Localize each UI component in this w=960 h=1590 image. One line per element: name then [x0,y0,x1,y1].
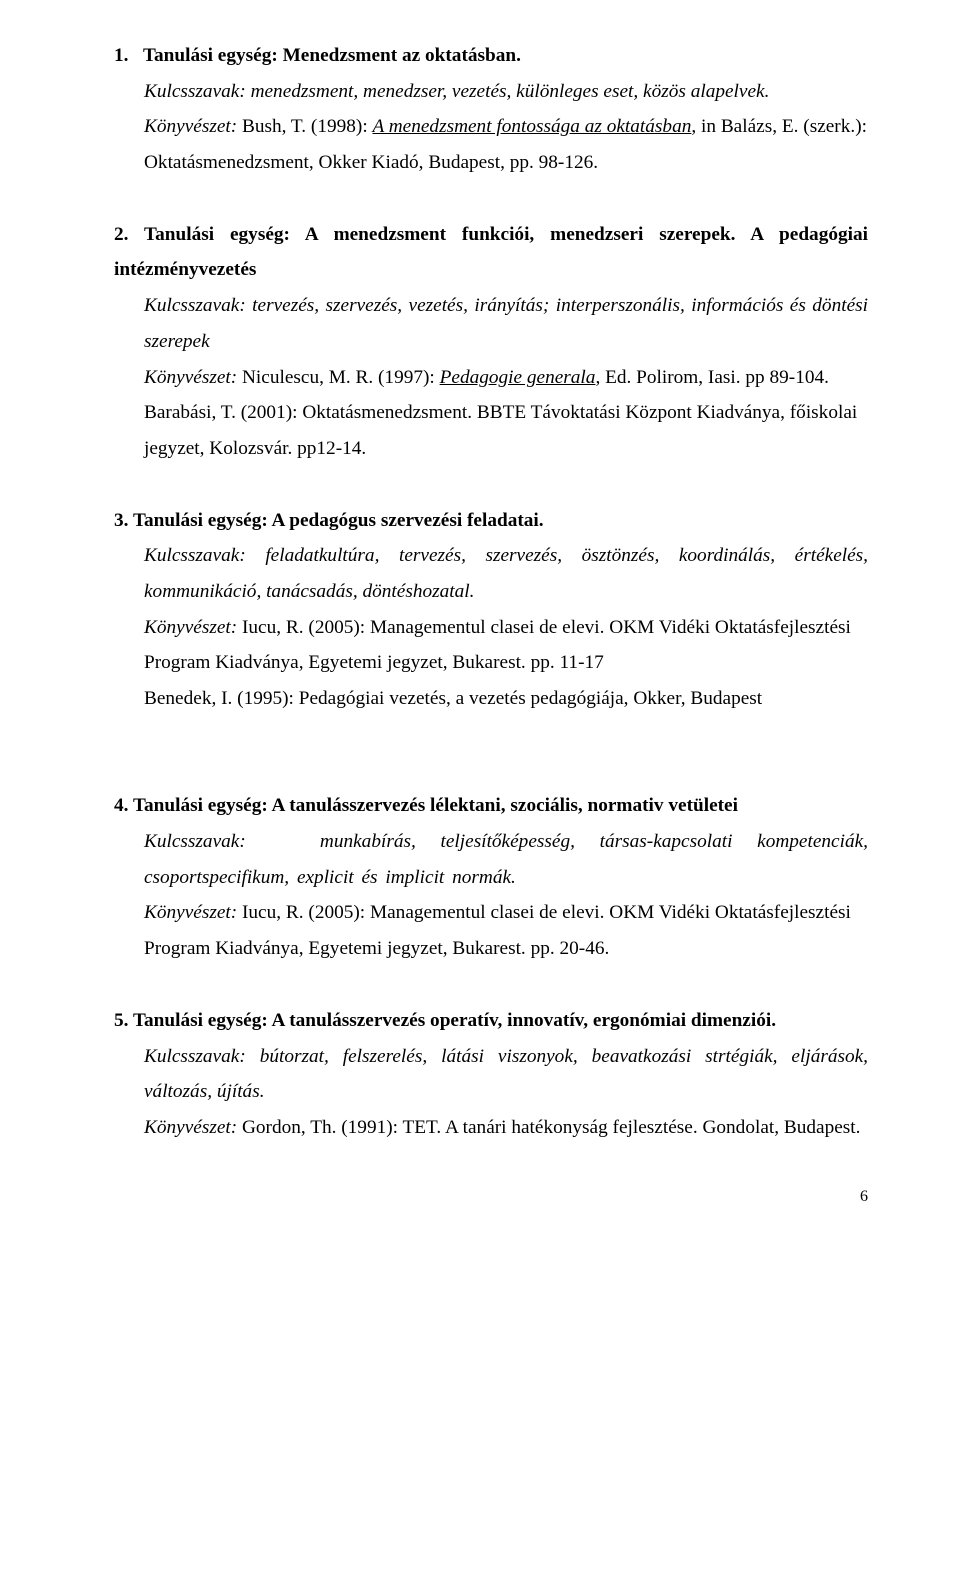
biblio-part1: Niculescu, M. R. (1997): [237,367,439,388]
unit-1-heading: 1. Tanulási egység: Menedzsment az oktat… [114,38,868,74]
unit-prefix: Tanulási egység: [143,45,278,66]
keywords-label: Kulcsszavak: [144,295,246,316]
unit-4-keywords: Kulcsszavak: munkabírás, teljesítőképess… [144,824,868,895]
biblio-combo: Iucu, R. (2005): Managementul clasei de … [144,902,851,959]
unit-3-keywords: Kulcsszavak: feladatkultúra, tervezés, s… [144,538,868,609]
biblio-label: Könyvészet: [144,116,237,137]
keywords-text: feladatkultúra, tervezés, szervezés, ösz… [144,545,868,602]
biblio-part1: Bush, T. (1998): [237,116,372,137]
unit-number: 2. [114,224,128,245]
unit-4-heading: 4. Tanulási egység: A tanulásszervezés l… [114,788,868,824]
keywords-label: Kulcsszavak: [144,81,246,102]
unit-5: 5. Tanulási egység: A tanulásszervezés o… [114,1003,868,1146]
keywords-text: menedzsment, menedzser, vezetés, különle… [246,81,770,102]
keywords-label: Kulcsszavak: [144,1046,246,1067]
biblio-part2: , Ed. Polirom, Iasi. pp 89-104. [595,367,829,388]
document-page: 1. Tanulási egység: Menedzsment az oktat… [0,0,960,1241]
unit-2: 2. Tanulási egység: A menedzsment funkci… [114,217,868,467]
unit-title: A tanulásszervezés operatív, innovatív, … [272,1010,777,1031]
keywords-label: Kulcsszavak: [144,831,246,852]
biblio-linked: A menedzsment fontossága az oktatásban [373,116,692,137]
unit-title: Menedzsment az oktatásban. [283,45,521,66]
unit-prefix: Tanulási egység: [133,1010,268,1031]
unit-4: 4. Tanulási egység: A tanulásszervezés l… [114,788,868,966]
unit-number: 3. [114,510,128,531]
page-number: 6 [114,1182,868,1212]
unit-prefix: Tanulási egység: [133,795,268,816]
biblio-wide: Gordon, Th. (1991): TET. A tanári hatéko… [237,1117,860,1138]
biblio-linked: Pedagogie generala [440,367,596,388]
unit-prefix: Tanulási egység: [133,510,268,531]
unit-title: A pedagógus szervezési feladatai. [272,510,544,531]
unit-5-keywords: Kulcsszavak: bútorzat, felszerelés, látá… [144,1039,868,1110]
biblio-combo: Iucu, R. (2005): Managementul clasei de … [144,617,851,674]
unit-3-biblio: Könyvészet: Iucu, R. (2005): Managementu… [144,610,868,681]
unit-2-keywords: Kulcsszavak: tervezés, szervezés, vezeté… [144,288,868,359]
biblio-label: Könyvészet: [144,617,237,638]
unit-3-extra: Benedek, I. (1995): Pedagógiai vezetés, … [144,681,868,717]
unit-5-heading: 5. Tanulási egység: A tanulásszervezés o… [114,1003,868,1039]
unit-3-heading: 3. Tanulási egység: A pedagógus szervezé… [114,503,868,539]
unit-2-heading: 2. Tanulási egység: A menedzsment funkci… [114,217,868,288]
keywords-text: tervezés, szervezés, vezetés, irányítás;… [144,295,868,352]
unit-2-biblio: Könyvészet: Niculescu, M. R. (1997): Ped… [144,360,868,396]
biblio-label: Könyvészet: [114,367,237,388]
unit-4-biblio: Könyvészet: Iucu, R. (2005): Managementu… [144,895,868,966]
keywords-label: Kulcsszavak: [144,545,246,566]
biblio-label: Könyvészet: [144,902,237,923]
unit-1-biblio: Könyvészet: Bush, T. (1998): A menedzsme… [144,109,868,180]
unit-number: 5. [114,1010,128,1031]
unit-number: 1. [114,45,128,66]
keywords-text: bútorzat, felszerelés, látási viszonyok,… [144,1046,868,1103]
unit-title: A tanulásszervezés lélektani, szociális,… [272,795,738,816]
biblio-label: Könyvészet: [144,1117,237,1138]
unit-1-keywords: Kulcsszavak: menedzsment, menedzser, vez… [144,74,868,110]
unit-prefix: Tanulási egység: [144,224,290,245]
unit-2-extra: Barabási, T. (2001): Oktatásmenedzsment.… [144,395,868,466]
unit-1: 1. Tanulási egység: Menedzsment az oktat… [114,38,868,181]
unit-3: 3. Tanulási egység: A pedagógus szervezé… [114,503,868,717]
keywords-text: munkabírás, teljesítőképesség, társas-ka… [144,831,868,888]
unit-5-biblio: Könyvészet: Gordon, Th. (1991): TET. A t… [144,1110,868,1146]
unit-number: 4. [114,795,128,816]
